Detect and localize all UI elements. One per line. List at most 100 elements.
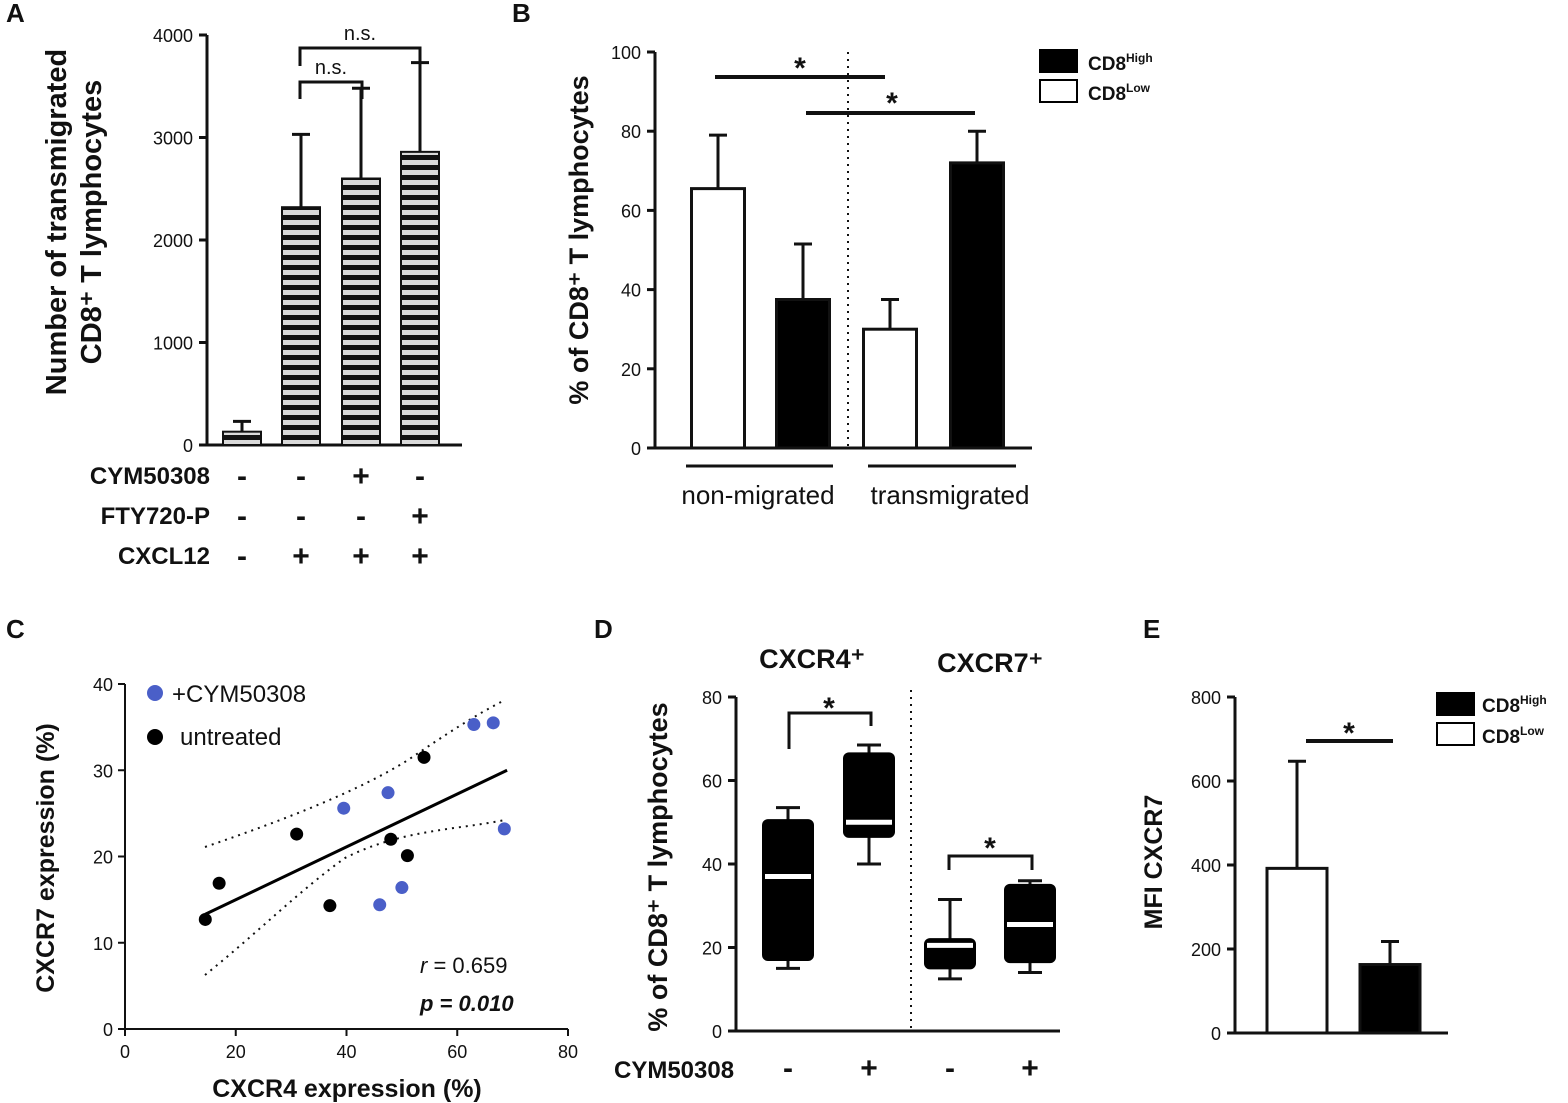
panel-c-point-cym	[467, 718, 481, 732]
panel-d-treatment-sign: -	[945, 1052, 955, 1085]
panel-a-row-sign: +	[352, 460, 370, 493]
panel-a-row-sign: +	[292, 540, 310, 573]
panel-c-y-tick-label: 0	[103, 1020, 113, 1040]
panel-c-ci-upper	[204, 699, 506, 848]
panel-a-y-tick-label: 2000	[153, 231, 193, 251]
panel-d-treatment-sign: -	[783, 1052, 793, 1085]
panel-c-point-untreated	[417, 750, 431, 764]
panel-c-axes: 0 10 20 30 40 0 20 40 60 80	[93, 675, 578, 1062]
panel-d-chart: % of CD8⁺ T lymphocytes 0 20 40 60 80 CXCR4⁺…	[614, 644, 1060, 1085]
panel-a-bars	[222, 150, 440, 446]
panel-d-treatment-label: CYM50308	[614, 1057, 734, 1084]
panel-a-chart: Number of transmigrated CD8⁺ T lymphocyt…	[41, 23, 462, 573]
panel-c-ci-lower	[204, 819, 506, 976]
panel-b-bars	[690, 129, 1005, 450]
panel-c-point-cym	[373, 898, 387, 912]
panel-c-point-cym	[486, 716, 500, 730]
panel-d-group-cxcr7: CXCR7⁺	[937, 648, 1043, 678]
panel-a-y-tick-label: 4000	[153, 26, 193, 46]
panel-e-legend-high: CD8High	[1482, 693, 1547, 717]
panel-c-legend-dot-cym	[147, 685, 163, 701]
panel-letter-b: B	[512, 0, 531, 28]
panel-b-legend-low: CD8Low	[1088, 81, 1151, 105]
panel-c-point-cym	[395, 881, 409, 895]
panel-b-group-nonmigrated: non-migrated	[681, 480, 834, 510]
panel-a-y-tick-label: 3000	[153, 129, 193, 149]
panel-e-y-tick-label: 800	[1191, 688, 1221, 708]
panel-d-y-tick-label: 40	[702, 855, 722, 875]
panel-a-bracket-inner	[298, 80, 364, 99]
panel-b-legend-swatch-high	[1039, 49, 1078, 73]
panel-b-group-transmigrated: transmigrated	[871, 480, 1030, 510]
panel-d-box	[843, 752, 895, 838]
panel-c-p-stat: p = 0.010	[419, 991, 514, 1016]
panel-e-y-tick-label: 600	[1191, 772, 1221, 792]
panel-c-point-untreated	[290, 827, 304, 841]
panel-d-box	[762, 819, 814, 962]
panel-a-y-tick-label: 1000	[153, 334, 193, 354]
panel-b-bar-low	[862, 327, 918, 450]
panel-letter-e: E	[1143, 614, 1160, 644]
panel-c-y-tick-label: 30	[93, 761, 113, 781]
panel-a-row-label: CYM50308	[90, 463, 210, 490]
panel-c-x-tick-label: 40	[336, 1042, 356, 1062]
panel-b-legend: CD8High CD8Low	[1039, 49, 1153, 105]
panel-b-y-tick-label: 40	[621, 281, 641, 301]
panel-c-legend-dot-untreated	[147, 729, 163, 745]
panel-b-star-2: *	[886, 87, 898, 120]
panel-a-row-sign: -	[356, 500, 366, 533]
panel-c-point-untreated	[198, 912, 212, 926]
panel-e-star: *	[1343, 717, 1355, 750]
panel-c-x-tick-label: 0	[120, 1042, 130, 1062]
panel-c-y-tick-label: 20	[93, 848, 113, 868]
panel-d-treatment-sign: +	[860, 1052, 878, 1085]
panel-d-ylabel: % of CD8⁺ T lymphocytes	[643, 702, 673, 1031]
panel-b-star-1: *	[794, 52, 806, 85]
panel-a-ns-inner: n.s.	[315, 57, 347, 79]
panel-a-row-sign: +	[411, 500, 429, 533]
panel-d-y-tick-label: 60	[702, 772, 722, 792]
panel-e-legend-swatch-high	[1436, 692, 1475, 716]
panel-c-point-untreated	[212, 876, 226, 890]
panel-letter-c: C	[6, 614, 25, 644]
panel-b-ylabel: % of CD8⁺ T lymphocytes	[564, 75, 594, 404]
panel-c-x-tick-label: 20	[226, 1042, 246, 1062]
panel-c-legend-untreated: untreated	[180, 724, 281, 751]
panel-d-star-1: *	[823, 692, 835, 725]
panel-a-row-sign: +	[352, 540, 370, 573]
panel-a-row-sign: -	[237, 540, 247, 573]
panel-b-y-tick-label: 0	[631, 439, 641, 459]
panel-e-y-tick-label: 200	[1191, 940, 1221, 960]
panel-d-boxes	[762, 743, 1056, 981]
panel-e-y-tick-label: 0	[1211, 1024, 1221, 1044]
panel-c-point-untreated	[323, 899, 337, 913]
panel-c-point-untreated	[400, 849, 414, 863]
panel-d-bracket-1	[787, 711, 873, 749]
panel-a-row-label: CXCL12	[118, 543, 210, 570]
panel-b-y-tick-label: 80	[621, 122, 641, 142]
panel-a-row-label: FTY720-P	[101, 503, 210, 530]
panel-a-error-bars	[233, 61, 429, 432]
panel-letter-d: D	[594, 614, 613, 644]
panel-a-bar	[281, 206, 321, 446]
panel-e-y-tick-label: 400	[1191, 856, 1221, 876]
panel-b-y-tick-label: 100	[611, 43, 641, 63]
panel-c-x-tick-label: 80	[558, 1042, 578, 1062]
panel-c-point-cym	[381, 786, 395, 800]
panel-d-bracket-2	[947, 854, 1034, 870]
panel-a-row-sign: -	[237, 500, 247, 533]
panel-d-y-tick-label: 0	[712, 1022, 722, 1042]
panel-b-bar-high	[775, 298, 831, 450]
panel-a-row-sign: +	[411, 540, 429, 573]
panel-a-row-sign: -	[415, 460, 425, 493]
panel-a-bar	[400, 150, 440, 446]
panel-a-bar	[341, 177, 381, 446]
panel-e-legend: CD8High CD8Low	[1436, 692, 1547, 748]
panel-a-treatment-table: CYM50308- - + -FTY720-P - - - +CXCL12- + + +	[90, 460, 429, 573]
panel-c-xlabel: CXCR4 expression (%)	[212, 1075, 482, 1103]
panel-e-bar-low	[1265, 866, 1329, 1035]
panel-c-point-cym	[497, 822, 511, 836]
panel-b-y-tick-label: 20	[621, 360, 641, 380]
panel-d-treatment-sign: +	[1021, 1052, 1039, 1085]
